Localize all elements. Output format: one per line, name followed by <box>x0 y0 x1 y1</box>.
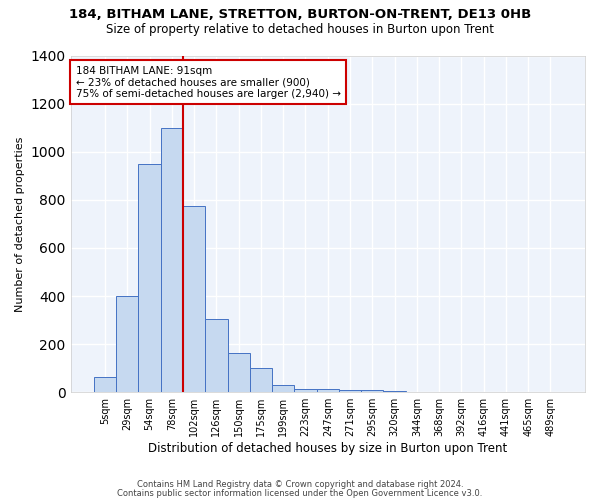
Bar <box>250 368 272 392</box>
Bar <box>116 296 139 392</box>
Bar <box>317 388 339 392</box>
Bar <box>227 352 250 392</box>
Text: Contains HM Land Registry data © Crown copyright and database right 2024.: Contains HM Land Registry data © Crown c… <box>137 480 463 489</box>
Bar <box>361 390 383 392</box>
Bar <box>161 128 183 392</box>
Bar <box>383 391 406 392</box>
Bar <box>205 319 227 392</box>
Y-axis label: Number of detached properties: Number of detached properties <box>15 136 25 312</box>
Bar <box>295 388 317 392</box>
Text: Contains public sector information licensed under the Open Government Licence v3: Contains public sector information licen… <box>118 489 482 498</box>
X-axis label: Distribution of detached houses by size in Burton upon Trent: Distribution of detached houses by size … <box>148 442 508 455</box>
Bar <box>272 385 295 392</box>
Text: Size of property relative to detached houses in Burton upon Trent: Size of property relative to detached ho… <box>106 22 494 36</box>
Bar <box>94 376 116 392</box>
Bar <box>183 206 205 392</box>
Text: 184 BITHAM LANE: 91sqm
← 23% of detached houses are smaller (900)
75% of semi-de: 184 BITHAM LANE: 91sqm ← 23% of detached… <box>76 66 341 99</box>
Text: 184, BITHAM LANE, STRETTON, BURTON-ON-TRENT, DE13 0HB: 184, BITHAM LANE, STRETTON, BURTON-ON-TR… <box>69 8 531 20</box>
Bar <box>139 164 161 392</box>
Bar <box>339 390 361 392</box>
